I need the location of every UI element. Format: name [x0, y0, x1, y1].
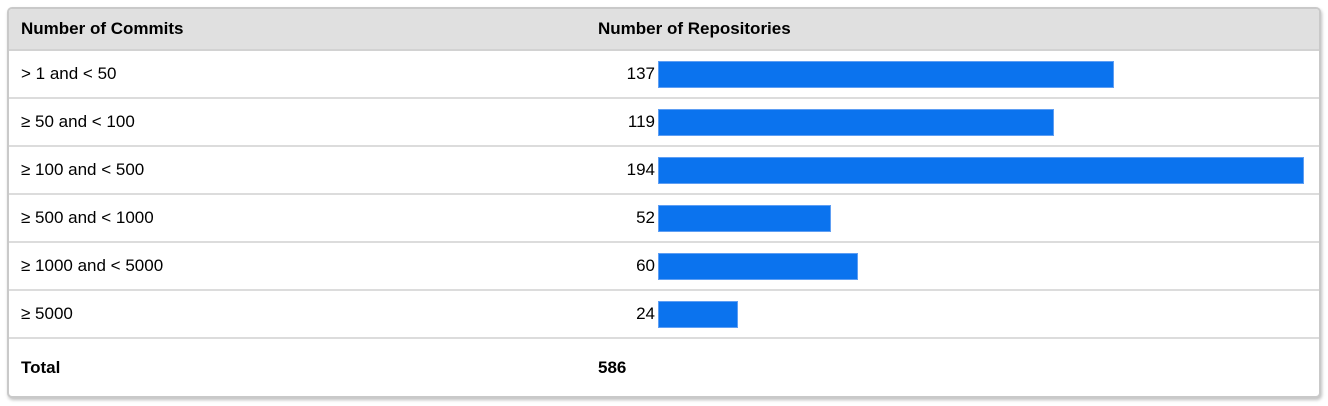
bar-track	[658, 252, 1304, 280]
table-row: ≥ 5000 24	[9, 291, 1319, 339]
repository-count-bar	[658, 300, 738, 328]
repository-count-value: 60	[636, 256, 655, 275]
commit-range-label: ≥ 100 and < 500	[21, 160, 145, 179]
table-row: ≥ 50 and < 100 119	[9, 99, 1319, 147]
repository-count-bar	[658, 252, 858, 280]
total-label: Total	[21, 357, 61, 377]
bar-track	[658, 156, 1304, 184]
repository-count-bar	[658, 60, 1115, 88]
commit-range-label: ≥ 500 and < 1000	[21, 208, 154, 227]
table-row: ≥ 100 and < 500 194	[9, 147, 1319, 195]
repository-count-value: 194	[626, 160, 655, 179]
bar-track	[658, 60, 1304, 88]
commit-range-label: ≥ 1000 and < 5000	[21, 256, 164, 275]
commits-by-repositories-table: Number of Commits Number of Repositories…	[7, 7, 1321, 398]
repository-count-value: 52	[636, 208, 655, 227]
repository-count-bar	[658, 108, 1055, 136]
repository-count-value: 24	[636, 304, 655, 323]
total-value: 586	[598, 357, 627, 377]
table-row: ≥ 500 and < 1000 52	[9, 195, 1319, 243]
bar-track	[658, 204, 1304, 232]
table-header-row: Number of Commits Number of Repositories	[9, 9, 1319, 51]
repository-count-value: 137	[626, 64, 655, 83]
table-row: ≥ 1000 and < 5000 60	[9, 243, 1319, 291]
bar-track	[658, 300, 1304, 328]
table-row: > 1 and < 50 137	[9, 51, 1319, 99]
column-header-number-of-repositories: Number of Repositories	[598, 19, 791, 38]
commit-range-label: ≥ 5000	[21, 304, 73, 323]
bar-track	[658, 108, 1304, 136]
repository-count-bar	[658, 204, 832, 232]
commit-range-label: > 1 and < 50	[21, 64, 117, 83]
table-total-row: Total 586	[9, 339, 1319, 396]
repository-count-bar	[658, 156, 1304, 184]
column-header-number-of-commits: Number of Commits	[21, 19, 184, 38]
repository-count-value: 119	[627, 112, 655, 131]
commit-range-label: ≥ 50 and < 100	[21, 112, 135, 131]
